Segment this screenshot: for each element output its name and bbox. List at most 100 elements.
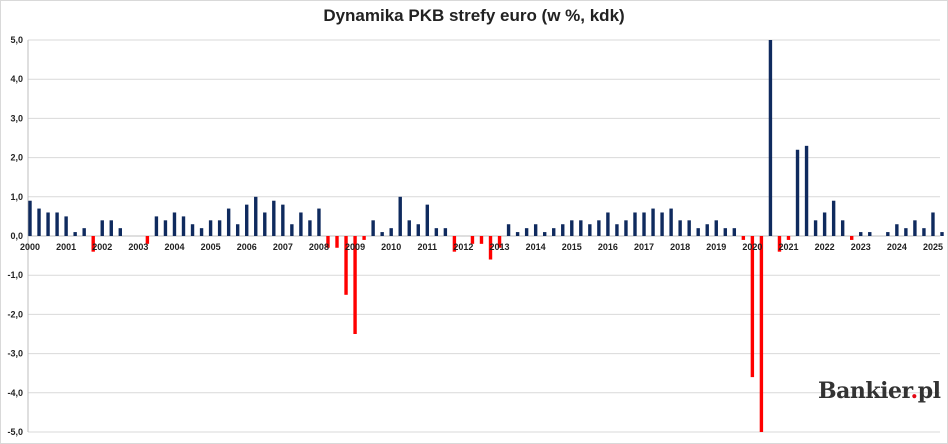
bar xyxy=(245,204,249,236)
bar xyxy=(579,220,583,236)
bar xyxy=(822,212,827,236)
x-tick-label: 2001 xyxy=(56,242,76,252)
gridlines xyxy=(27,39,940,433)
bar xyxy=(895,224,899,236)
x-tick-label: 2002 xyxy=(92,242,112,252)
bar xyxy=(886,232,890,236)
bar xyxy=(515,232,520,236)
bar xyxy=(922,228,926,236)
bars xyxy=(28,40,944,432)
bar xyxy=(190,224,195,236)
x-tick-label: 2018 xyxy=(670,242,690,252)
bar xyxy=(82,228,86,236)
x-axis-ticks: 2000 2001 2002 2003 2004 2005 2006 2007 2008 2009… xyxy=(20,242,943,252)
bar xyxy=(55,212,59,236)
bar xyxy=(533,224,538,236)
bankier-logo: Bankier.pl xyxy=(818,378,941,404)
bar xyxy=(425,204,430,236)
bar xyxy=(606,212,610,236)
x-tick-label: 2003 xyxy=(128,242,148,252)
bar xyxy=(732,228,737,236)
bar xyxy=(696,228,700,236)
bar xyxy=(443,228,448,236)
bar xyxy=(723,228,727,236)
bar xyxy=(100,220,104,236)
bar xyxy=(506,224,511,236)
bar xyxy=(407,220,411,236)
bar xyxy=(299,212,303,236)
brand-main: Bankier xyxy=(818,378,911,404)
bar xyxy=(217,220,222,236)
y-tick-label: -1,0 xyxy=(7,270,23,280)
y-tick-label: -3,0 xyxy=(7,349,23,359)
bar xyxy=(795,149,800,236)
bar xyxy=(46,212,50,236)
bar xyxy=(37,208,41,236)
bar xyxy=(235,224,240,236)
bar xyxy=(524,228,529,236)
y-tick-label: 5,0 xyxy=(10,35,23,45)
bar xyxy=(118,228,122,236)
bar xyxy=(181,216,186,236)
bar xyxy=(154,216,159,236)
x-tick-label: 2009 xyxy=(345,242,365,252)
x-tick-label: 2016 xyxy=(598,242,618,252)
bar xyxy=(488,236,493,260)
x-tick-label: 2015 xyxy=(562,242,582,252)
x-tick-label: 2013 xyxy=(490,242,510,252)
bar xyxy=(380,232,384,236)
bar xyxy=(561,224,565,236)
bar xyxy=(226,208,231,236)
y-axis-ticks: 5,0 4,0 3,0 2,0 1,0 0,0 -1,0 -2,0 -3,0 -4,0 -5,0 xyxy=(7,35,23,437)
bar xyxy=(588,224,592,236)
bar xyxy=(362,236,366,240)
bar xyxy=(145,236,150,244)
bar xyxy=(344,236,348,295)
brand-suffix: pl xyxy=(917,378,941,404)
bar xyxy=(452,236,457,252)
bar xyxy=(552,228,556,236)
bar xyxy=(434,228,439,236)
bar xyxy=(497,236,502,248)
bar xyxy=(868,232,872,236)
bar xyxy=(479,236,484,244)
bar xyxy=(750,236,755,378)
bar xyxy=(940,232,944,236)
x-tick-label: 2019 xyxy=(706,242,726,252)
y-tick-label: 1,0 xyxy=(10,192,23,202)
bar xyxy=(759,236,764,432)
x-tick-label: 2004 xyxy=(164,242,184,252)
x-tick-label: 2017 xyxy=(634,242,654,252)
x-tick-label: 2000 xyxy=(20,242,40,252)
bar xyxy=(714,220,718,236)
bar xyxy=(172,212,177,236)
bar xyxy=(163,220,168,236)
bar xyxy=(470,236,475,244)
bar xyxy=(353,236,357,334)
bar xyxy=(542,232,547,236)
bar xyxy=(615,224,619,236)
bar xyxy=(208,220,213,236)
chart-title: Dynamika PKB strefy euro (w %, kdk) xyxy=(323,6,625,25)
x-tick-label: 2011 xyxy=(418,242,438,252)
x-tick-label: 2022 xyxy=(815,242,835,252)
bar xyxy=(642,212,646,236)
bar xyxy=(786,236,791,240)
bar xyxy=(831,200,836,236)
bar xyxy=(660,212,664,236)
bar xyxy=(741,236,746,240)
bar xyxy=(109,220,113,236)
bar xyxy=(199,228,204,236)
bar xyxy=(281,204,285,236)
bar xyxy=(263,212,267,236)
bar xyxy=(308,220,312,236)
x-tick-label: 2023 xyxy=(851,242,871,252)
y-tick-label: -2,0 xyxy=(7,309,23,319)
y-tick-label: 4,0 xyxy=(10,74,23,84)
bar xyxy=(840,220,845,236)
x-tick-label: 2014 xyxy=(526,242,546,252)
bar xyxy=(633,212,637,236)
x-tick-label: 2020 xyxy=(742,242,762,252)
bar xyxy=(850,236,854,240)
